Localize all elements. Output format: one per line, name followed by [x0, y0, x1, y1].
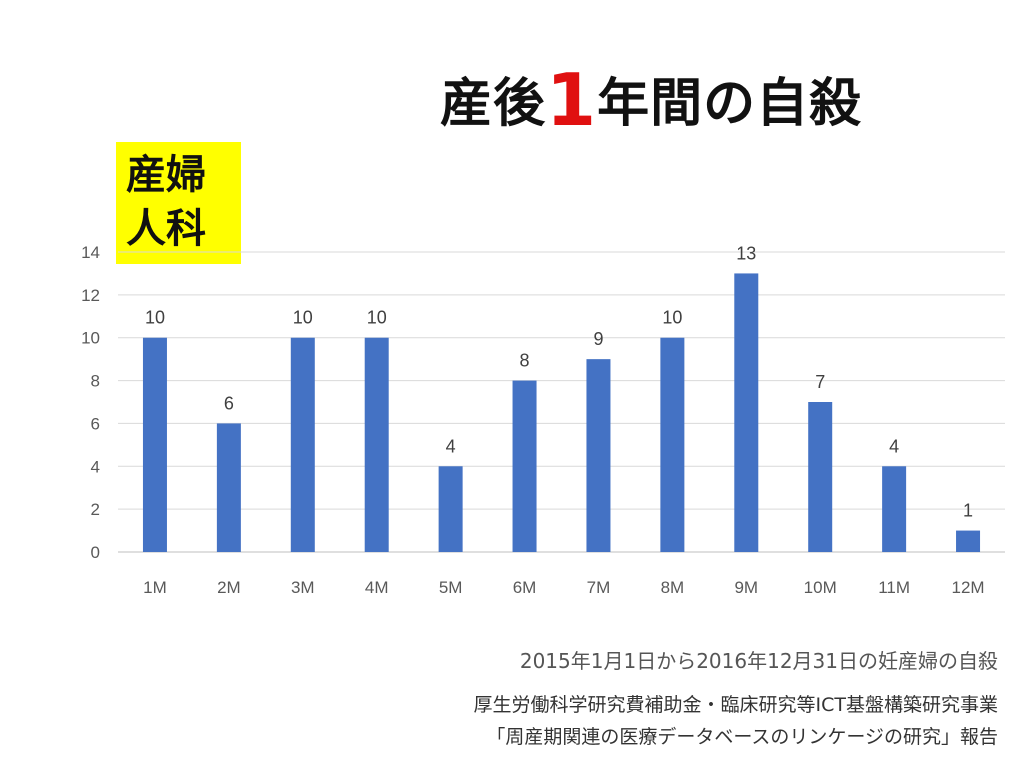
x-tick-label: 9M: [734, 578, 758, 597]
data-label: 6: [224, 393, 234, 413]
y-tick-label: 6: [91, 414, 100, 433]
badge-line-2: 人科: [126, 206, 206, 252]
data-label: 10: [367, 308, 387, 328]
x-tick-label: 3M: [291, 578, 315, 597]
data-label: 10: [293, 308, 313, 328]
bar: [512, 380, 537, 552]
funding-note-line-2: 「周産期関連の医療データベースのリンケージの研究」報告: [486, 726, 998, 748]
y-tick-label: 8: [91, 372, 100, 391]
bar-chart: 02468101214101M62M103M104M45M86M97M108M1…: [81, 243, 1005, 597]
bar: [290, 337, 315, 552]
slide-title: 産後1年間の自殺: [440, 58, 1000, 142]
department-badge: 産婦 人科: [116, 142, 241, 264]
bar: [438, 466, 463, 552]
bar: [364, 337, 389, 552]
x-tick-label: 1M: [143, 578, 167, 597]
bar: [734, 273, 759, 552]
data-label: 4: [446, 436, 456, 456]
data-label: 8: [520, 351, 530, 371]
y-tick-label: 10: [81, 329, 100, 348]
data-label: 9: [593, 329, 603, 349]
y-tick-label: 2: [91, 500, 100, 519]
x-tick-label: 5M: [439, 578, 463, 597]
badge-line-1: 産婦: [126, 152, 206, 198]
y-tick-label: 12: [81, 286, 100, 305]
funding-note-line-1: 厚生労働科学研究費補助金・臨床研究等ICT基盤構築研究事業: [473, 694, 998, 716]
data-label: 7: [815, 372, 825, 392]
x-tick-label: 4M: [365, 578, 389, 597]
data-label: 13: [736, 243, 756, 263]
x-tick-label: 10M: [804, 578, 837, 597]
title-prefix: 産後: [440, 74, 547, 134]
bar: [586, 359, 611, 552]
bar: [142, 337, 167, 552]
y-tick-label: 0: [91, 543, 100, 562]
bar: [216, 423, 241, 552]
data-label: 10: [145, 308, 165, 328]
bar: [882, 466, 907, 552]
data-label: 4: [889, 436, 899, 456]
y-tick-label: 14: [81, 243, 100, 262]
y-tick-label: 4: [91, 457, 100, 476]
period-note: 2015年1月1日から2016年12月31日の妊産婦の自殺: [519, 649, 998, 673]
title-highlight-number: 1: [546, 58, 598, 142]
data-label: 1: [963, 501, 973, 521]
x-tick-label: 2M: [217, 578, 241, 597]
x-tick-label: 8M: [661, 578, 685, 597]
title-suffix: 年間の自殺: [597, 74, 863, 134]
x-tick-label: 11M: [878, 578, 910, 597]
x-tick-label: 7M: [587, 578, 611, 597]
x-tick-label: 12M: [952, 578, 985, 597]
bar: [956, 530, 981, 552]
bar: [808, 402, 833, 552]
data-label: 10: [662, 308, 682, 328]
bar: [660, 337, 685, 552]
x-tick-label: 6M: [513, 578, 537, 597]
